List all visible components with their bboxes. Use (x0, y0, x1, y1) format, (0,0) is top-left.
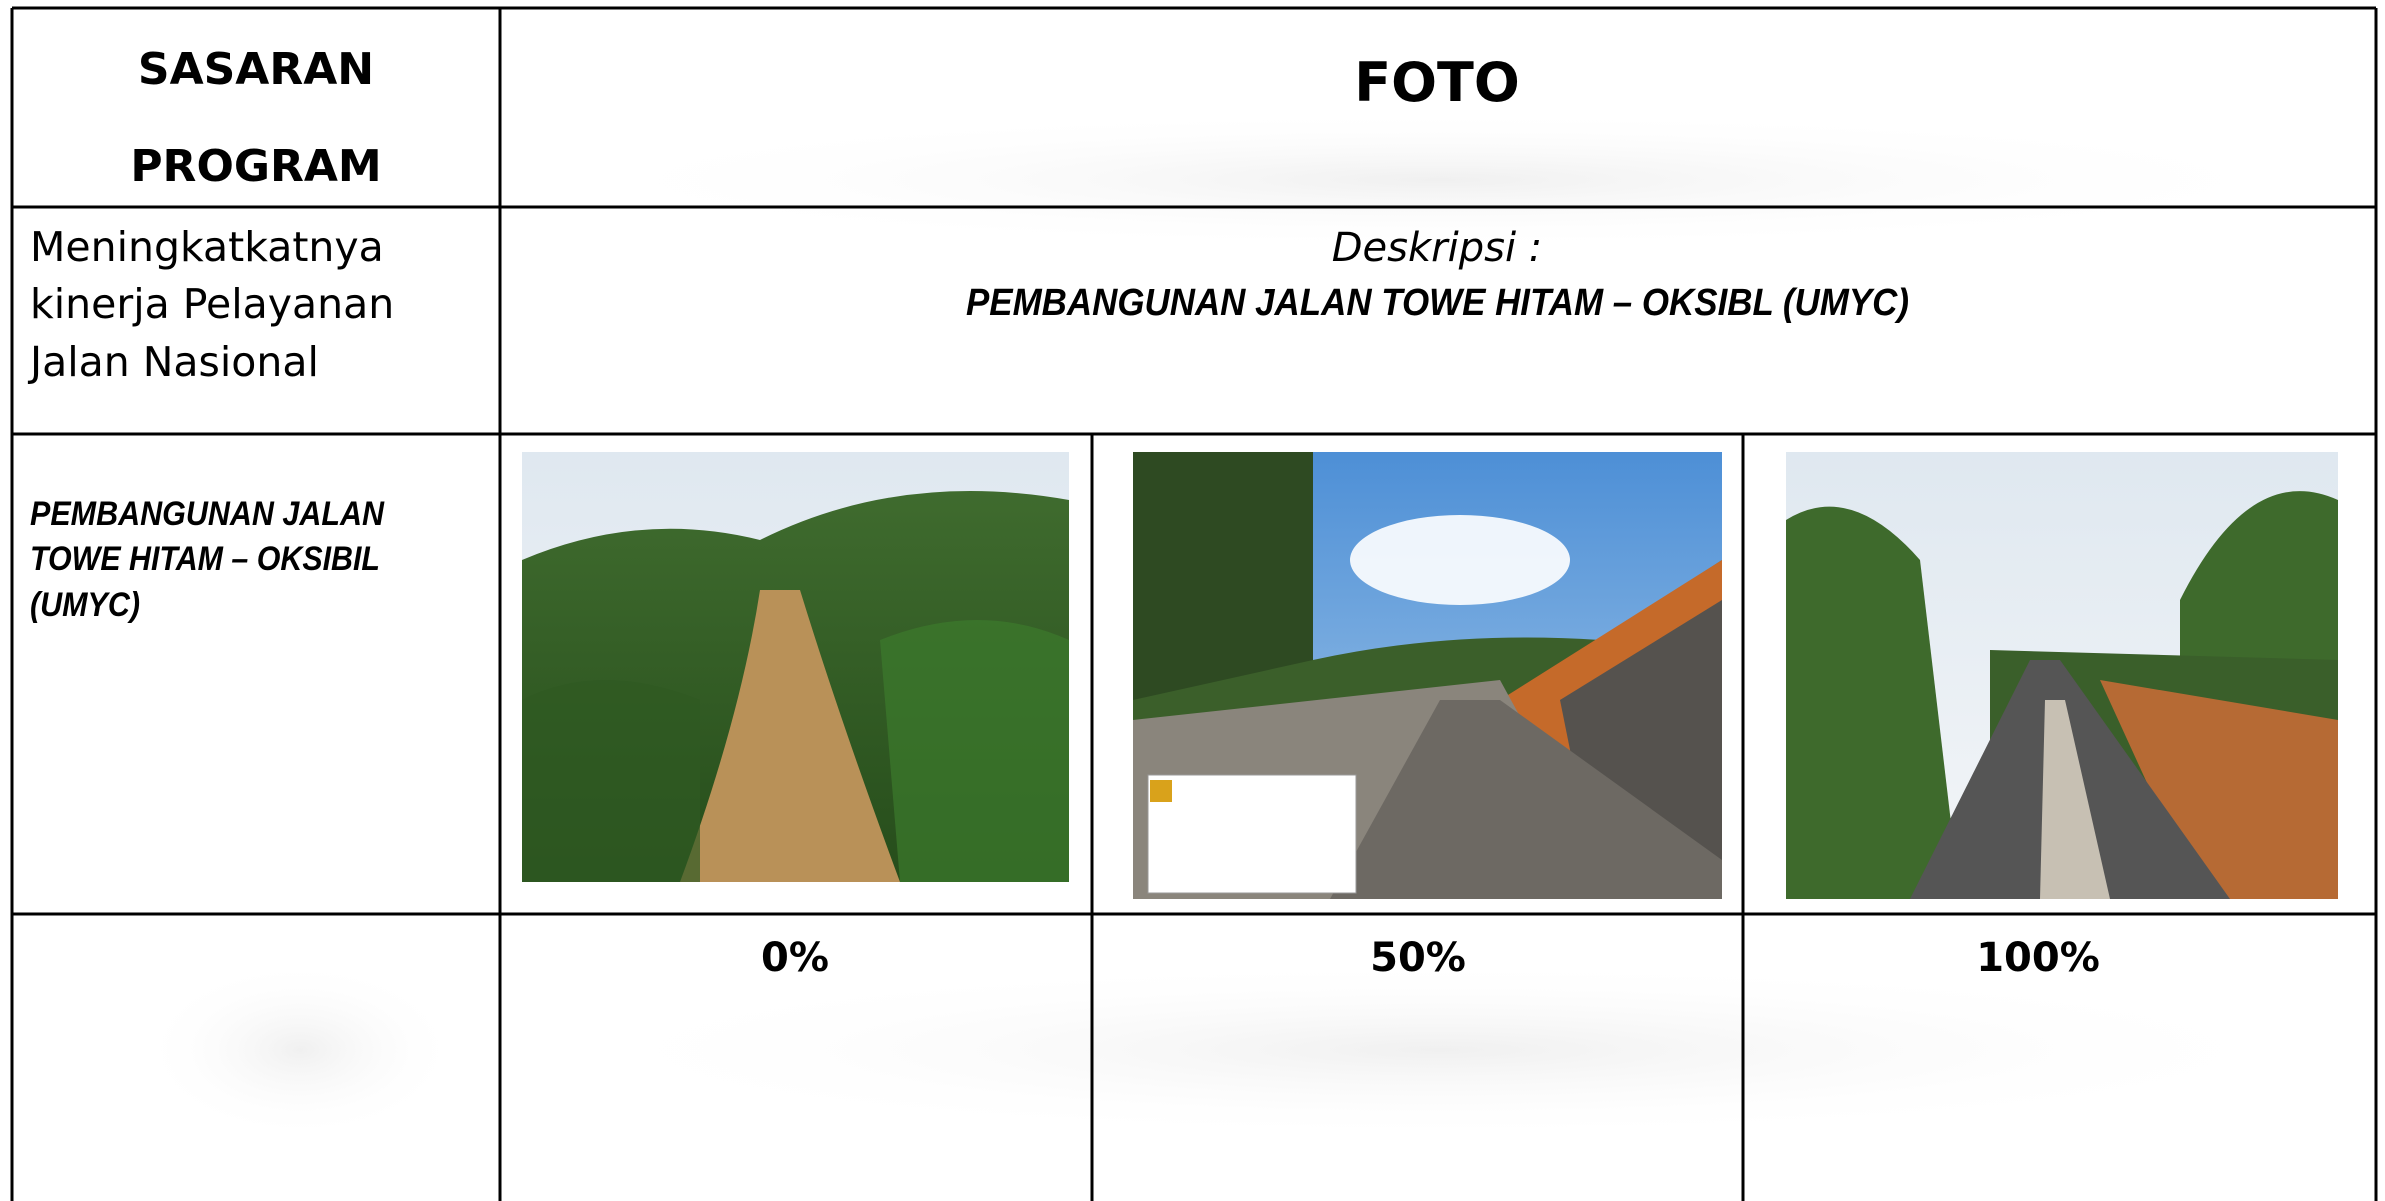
table-grid (10, 6, 2378, 1201)
description-label: Deskripsi : (1332, 225, 1543, 271)
target-text: kinerja Pelayanan (30, 280, 394, 328)
header-label: FOTO (1354, 51, 1520, 114)
target-text: Meningkatkatnya (30, 223, 384, 271)
header-label: SASARAN (138, 44, 374, 95)
project-name: PEMBANGUNAN JALAN (30, 495, 385, 533)
project-name: (UMYC) (30, 586, 140, 624)
progress-label: 100% (1976, 935, 2100, 981)
target-text: Jalan Nasional (27, 338, 319, 386)
photo-0-percent (522, 452, 1069, 882)
progress-label: 0% (761, 935, 829, 981)
project-name: TOWE HITAM – OKSIBIL (30, 540, 380, 578)
photo-100-percent (1786, 452, 2338, 899)
header-label: PROGRAM (130, 141, 381, 192)
photo-50-percent (1133, 452, 1722, 899)
progress-label: 50% (1370, 935, 1466, 981)
description-text: PEMBANGUNAN JALAN TOWE HITAM – OKSIBL (U… (966, 282, 1909, 324)
background-shading (140, 110, 2340, 1140)
